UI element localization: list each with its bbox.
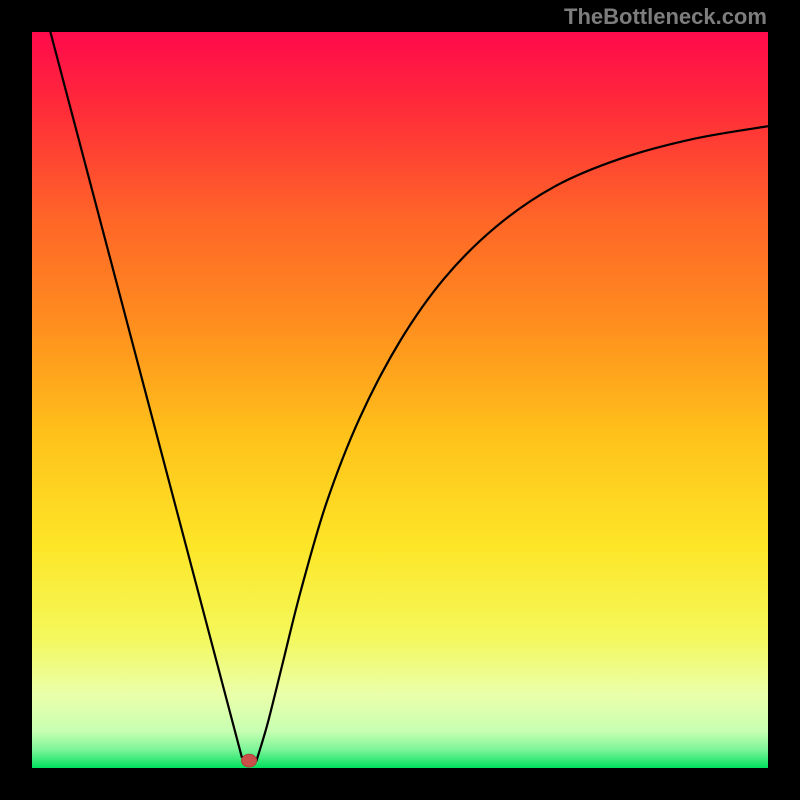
gradient-background	[32, 32, 768, 768]
chart-container: TheBottleneck.com	[0, 0, 800, 800]
plot-area	[32, 32, 768, 768]
optimal-marker	[242, 754, 257, 767]
watermark-text: TheBottleneck.com	[564, 4, 767, 30]
